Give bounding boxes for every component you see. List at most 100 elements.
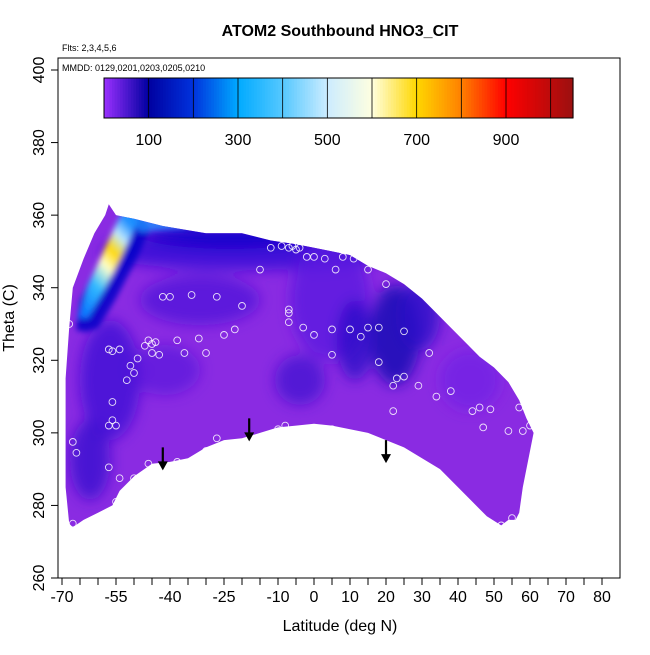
observation-point [310, 331, 318, 339]
colorbar-segment [117, 78, 121, 118]
observation-point [299, 323, 308, 332]
colorbar-segment [422, 78, 427, 118]
observation-point [425, 349, 434, 357]
colorbar-segment [564, 78, 569, 118]
colorbar-segment [208, 78, 212, 118]
observation-point [148, 340, 156, 348]
observation-point [112, 497, 120, 506]
colorbar-segment [240, 78, 244, 118]
colorbar-segment [412, 78, 416, 118]
observation-point [392, 374, 401, 383]
observation-point [266, 243, 275, 252]
colorbar-segment [200, 78, 204, 118]
x-tick-label: 50 [485, 589, 503, 606]
observation-point [230, 325, 239, 334]
y-tick-label: 380 [31, 129, 48, 156]
colorbar-segment [192, 78, 196, 118]
colorbar-segment [270, 78, 274, 118]
colorbar-segment [305, 78, 309, 118]
x-tick-label: 40 [449, 589, 467, 606]
colorbar-segment [321, 78, 325, 118]
observation-point [65, 320, 74, 328]
field-south-low-1 [80, 320, 140, 440]
colorbar-labels: 100 300 500 700 900 [135, 132, 519, 149]
observation-point [144, 459, 153, 468]
colorbar-tick-label: 100 [135, 132, 162, 149]
colorbar-segment [138, 78, 143, 118]
observation-point [338, 253, 347, 261]
colorbar-segment [355, 78, 360, 118]
colorbar-segment [393, 78, 397, 118]
colorbar-segment [457, 78, 462, 118]
colorbar-segment [380, 78, 384, 118]
colorbar-segment [114, 78, 118, 118]
colorbar-segment [342, 78, 346, 118]
observation-point [108, 398, 117, 406]
colorbar-segment [162, 78, 167, 118]
colorbar-segment [511, 78, 515, 118]
colorbar-segment [420, 78, 424, 118]
observation-point [508, 514, 516, 522]
colorbar-segment [374, 78, 378, 118]
colorbar-segment [160, 78, 164, 118]
colorbar-segment [398, 78, 403, 118]
colorbar-segment [430, 78, 435, 118]
observation-point [281, 421, 290, 430]
colorbar-segment [229, 78, 234, 118]
colorbar-segment [382, 78, 386, 118]
colorbar-segment [433, 78, 437, 118]
colorbar-segment [353, 78, 357, 118]
colorbar-segment [497, 78, 502, 118]
colorbar-segment [436, 78, 440, 118]
y-tick-label: 280 [31, 492, 48, 519]
colorbar-segment [120, 78, 124, 118]
colorbar-segment [409, 78, 413, 118]
observation-point [130, 369, 138, 377]
colorbar-segment [323, 78, 328, 118]
colorbar-segment [125, 78, 129, 118]
observation-point [68, 438, 77, 446]
flight-arrows [157, 418, 391, 471]
field-tropical-low-5 [275, 355, 325, 405]
colorbar-segment [495, 78, 499, 118]
colorbar-segment [331, 78, 336, 118]
observation-point [497, 521, 506, 530]
colorbar-segment [546, 78, 550, 118]
observation-point [104, 463, 113, 472]
chart-title: ATOM2 Southbound HNO3_CIT [222, 23, 459, 40]
colorbar-segment [406, 78, 411, 118]
colorbar-segment [136, 78, 140, 118]
observation-point [515, 403, 524, 412]
colorbar-segment [390, 78, 395, 118]
observation-point [173, 458, 182, 466]
observation-point [284, 318, 293, 327]
colorbar-segment [149, 78, 153, 118]
observation-point [472, 510, 480, 519]
flights-note: Flts: 2,3,4,5,6 [62, 43, 117, 53]
colorbar-segment [524, 78, 529, 118]
field-mid-1 [130, 345, 200, 395]
colorbar-segment [385, 78, 389, 118]
colorbar-segment [221, 78, 226, 118]
observation-point [173, 336, 182, 345]
x-tick-label: 60 [521, 589, 539, 606]
x-tick-label: 0 [310, 589, 319, 606]
flight-arrow-head [381, 454, 391, 464]
observation-point [133, 354, 142, 363]
colorbar-segment [104, 78, 108, 118]
observation-point [454, 494, 462, 503]
colorbar-segment [256, 78, 261, 118]
colorbar-segment [286, 78, 290, 118]
colorbar-segment [318, 78, 322, 118]
observation-point [418, 477, 426, 486]
observation-point [284, 243, 293, 252]
colorbar-segment [251, 78, 255, 118]
observation-point [140, 341, 149, 350]
observation-point [284, 309, 293, 317]
colorbar-segment [205, 78, 210, 118]
colorbar-segment [203, 78, 207, 118]
colorbar-segment [248, 78, 252, 118]
colorbar-segment [144, 78, 148, 118]
colorbar-segment [315, 78, 319, 118]
observation-point [468, 407, 477, 415]
